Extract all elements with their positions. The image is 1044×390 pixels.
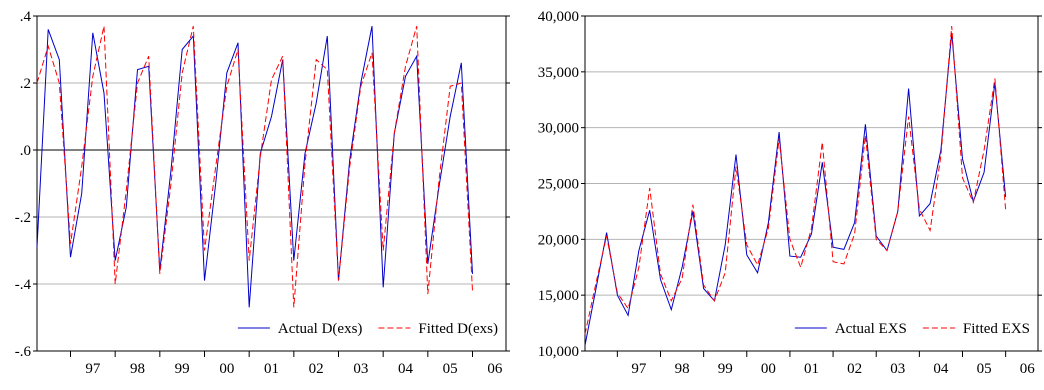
legend: Fitted EXS Actual EXS xyxy=(794,321,1030,337)
y-tick-label: 30,000 xyxy=(538,121,579,137)
x-tick-label: 05 xyxy=(443,361,458,377)
x-tick-label: 03 xyxy=(353,361,368,377)
x-tick-label: 06 xyxy=(487,361,503,377)
plot-frame xyxy=(36,15,507,352)
series-line-actual xyxy=(584,32,1007,346)
chart-left-panel: -.6 -.4 -.2 .0 .2 .4 97 98 99 00 01 02 03 04 05 06 Fitte… xyxy=(15,9,510,377)
x-tick-label: 01 xyxy=(804,361,819,377)
x-tick-label: 98 xyxy=(675,361,690,377)
legend: Fitted D(exs) Actual D(exs) xyxy=(237,321,498,337)
y-tick-label: 15,000 xyxy=(538,288,579,304)
x-tick-label: 01 xyxy=(264,361,279,377)
x-tick-label: 97 xyxy=(85,361,101,377)
x-tick-label: 06 xyxy=(1020,361,1036,377)
x-tick-label: 98 xyxy=(130,361,145,377)
x-tick-label: 00 xyxy=(219,361,234,377)
series-line-actual xyxy=(36,26,473,308)
series-line-fitted xyxy=(584,26,1007,335)
x-tick-label: 99 xyxy=(175,361,190,377)
y-tick-label: -.2 xyxy=(15,210,31,226)
legend-label-fitted: Fitted D(exs) xyxy=(418,321,498,337)
legend-label-actual: Actual EXS xyxy=(835,321,907,337)
y-tick-label: 25,000 xyxy=(538,177,579,193)
y-tick-label: -.6 xyxy=(15,344,32,360)
y-tick-label: 35,000 xyxy=(538,65,579,81)
y-tick-label: 20,000 xyxy=(538,232,579,248)
y-tick-label: .4 xyxy=(20,9,32,25)
x-tick-label: 02 xyxy=(847,361,862,377)
x-tick-label: 02 xyxy=(309,361,324,377)
x-tick-label: 03 xyxy=(890,361,905,377)
chart-right-panel: 10,000 15,000 20,000 25,000 30,000 35,000 40,0… xyxy=(538,9,1042,377)
x-tick-label: 00 xyxy=(761,361,776,377)
x-tick-label: 97 xyxy=(631,361,647,377)
y-tick-label: .2 xyxy=(20,76,31,92)
x-tick-label: 05 xyxy=(977,361,992,377)
legend-label-fitted: Fitted EXS xyxy=(963,321,1030,337)
y-tick-label: 40,000 xyxy=(538,9,579,25)
x-tick-label: 04 xyxy=(933,361,949,377)
series-line-fitted xyxy=(36,25,473,308)
x-tick-label: 99 xyxy=(718,361,733,377)
y-tick-label: .0 xyxy=(20,143,31,159)
legend-label-actual: Actual D(exs) xyxy=(278,321,363,337)
x-tick-label: 04 xyxy=(398,361,414,377)
y-tick-label: -.4 xyxy=(15,277,32,293)
y-tick-label: 10,000 xyxy=(538,344,579,360)
